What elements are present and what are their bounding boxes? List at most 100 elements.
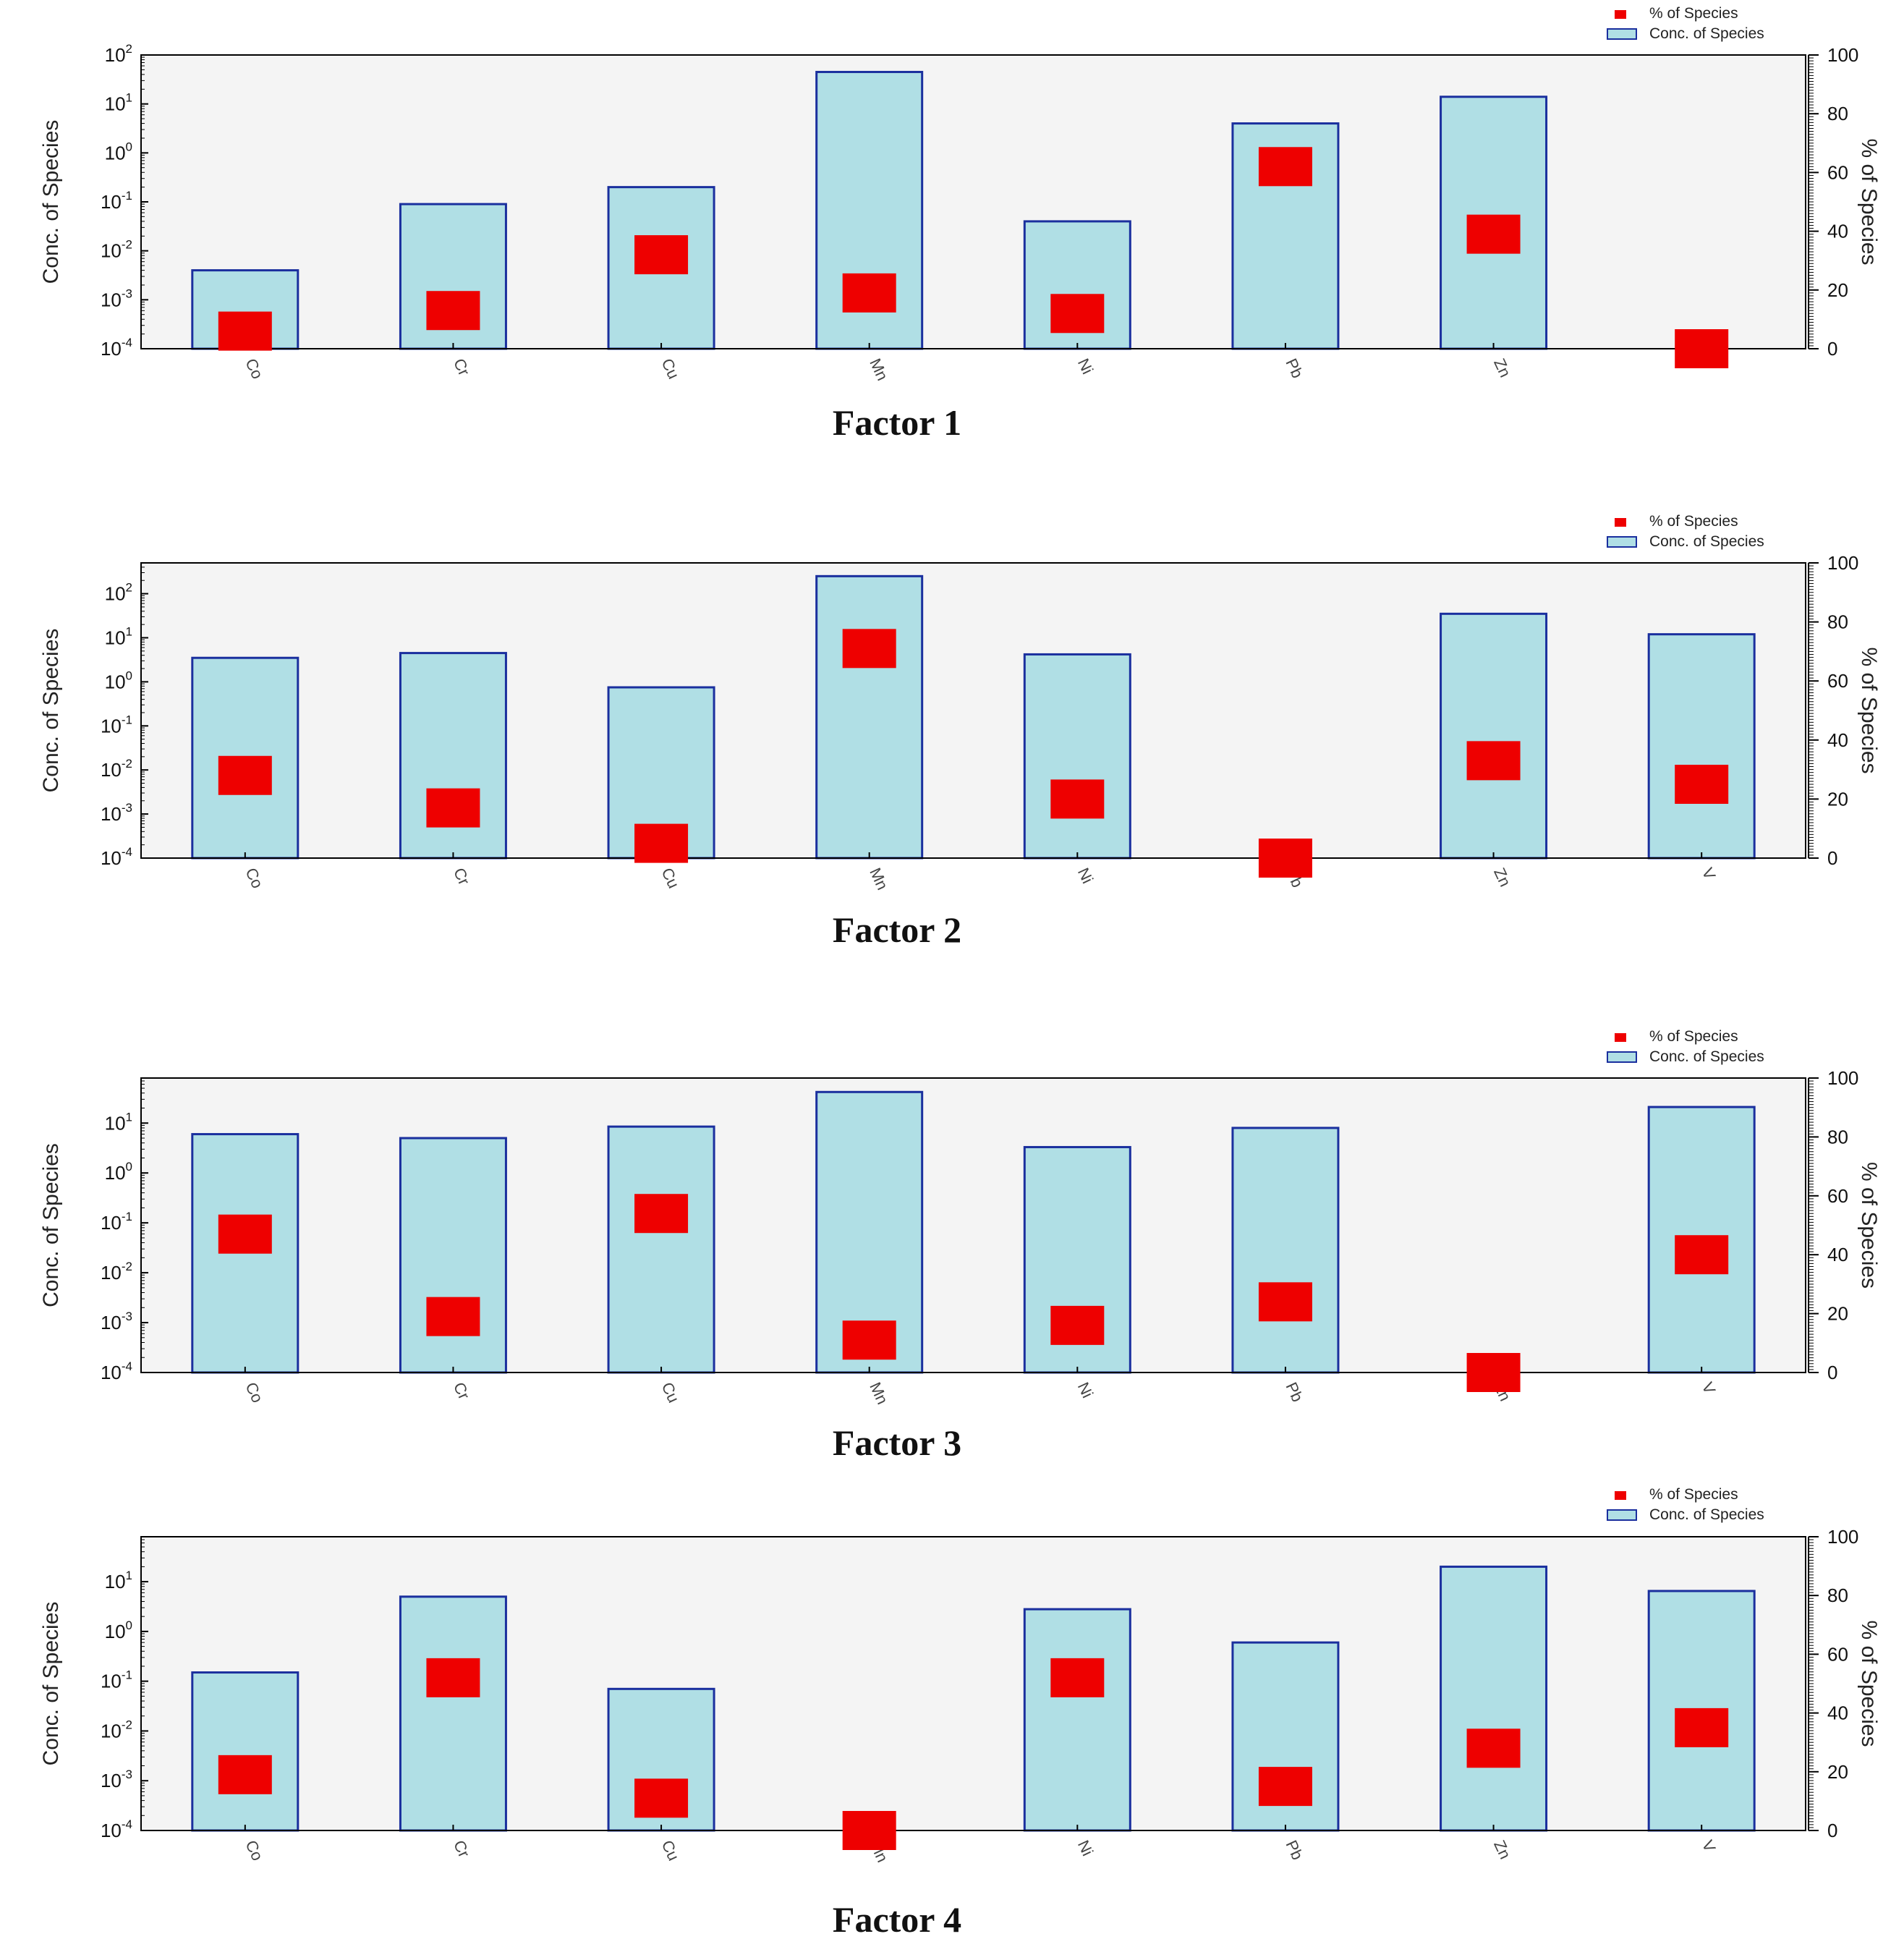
pct-marker [842, 273, 896, 313]
y-tick-label: 101 [105, 1110, 132, 1134]
conc-bar [191, 1671, 299, 1832]
conc-bar [399, 1595, 507, 1832]
legend-label: % of Species [1649, 1028, 1738, 1045]
pct-marker [426, 1658, 480, 1697]
pct-marker [634, 235, 689, 275]
conc-bar [1647, 633, 1756, 860]
y-tick-label: 10-4 [101, 845, 132, 869]
y-tick-label: 101 [105, 91, 132, 115]
category-label: Co [242, 356, 267, 382]
pct-marker [634, 1778, 689, 1818]
pct-marker [1258, 839, 1312, 878]
pct-marker [1258, 1282, 1312, 1322]
category-label: Ni [1074, 1380, 1097, 1401]
pct-marker [1675, 1707, 1729, 1747]
category-label: Cr [450, 865, 473, 888]
pct-marker [1050, 1305, 1105, 1345]
conc-bar [1440, 612, 1548, 860]
y-tick-label: 10-1 [101, 189, 132, 213]
category-label: Cr [450, 1380, 473, 1403]
category-label: Pb [1282, 1838, 1306, 1863]
y2-tick-label: 0 [1827, 1362, 1837, 1383]
y-tick-label: 10-1 [101, 1210, 132, 1234]
y2-tick-label: 0 [1827, 1820, 1837, 1841]
category-label: Pb [1282, 356, 1306, 381]
pct-marker [218, 755, 272, 795]
y2-tick-label: 80 [1827, 103, 1848, 124]
pct-marker [634, 1194, 689, 1234]
legend: % of Species Conc. of Species [1607, 1028, 1764, 1065]
y2-tick-label: 40 [1827, 1702, 1848, 1724]
legend: % of Species Conc. of Species [1607, 513, 1764, 550]
pct-marker [426, 291, 480, 331]
y2-tick-label: 60 [1827, 1185, 1848, 1207]
y-tick-label: 100 [105, 140, 132, 164]
pct-marker [634, 823, 689, 863]
factor-panel: 101 100 10-1 10-2 10-3 10-4 0 20 40 60 80 100 Co Cr Cu… [39, 1028, 1881, 1463]
y-axis-title: Conc. of Species [39, 1143, 63, 1307]
y-axis-title: Conc. of Species [39, 629, 63, 793]
pct-marker [842, 629, 896, 669]
y-tick-label: 10-4 [101, 1359, 132, 1383]
y2-tick-label: 0 [1827, 338, 1837, 360]
legend-label: Conc. of Species [1649, 1048, 1764, 1065]
pct-marker [218, 1214, 272, 1254]
y2-axis-title: % of Species [1857, 1162, 1881, 1289]
legend-bar-swatch [1607, 1509, 1637, 1521]
y2-tick-label: 20 [1827, 788, 1848, 810]
y2-tick-label: 20 [1827, 279, 1848, 301]
category-label: V [1699, 865, 1720, 883]
pct-marker [1675, 1235, 1729, 1275]
legend-marker-swatch [1615, 10, 1626, 19]
y2-axis-title: % of Species [1857, 647, 1881, 773]
y-tick-label: 10-4 [101, 336, 132, 360]
category-label: Cu [658, 356, 684, 382]
category-label: Co [242, 1838, 267, 1864]
category-label: Co [242, 1380, 267, 1406]
y2-tick-label: 80 [1827, 611, 1848, 633]
y-tick-label: 10-4 [101, 1817, 132, 1841]
legend-bar-swatch [1607, 28, 1637, 40]
pct-marker [842, 1811, 896, 1850]
legend-marker-swatch [1615, 1491, 1626, 1500]
pct-marker [1050, 294, 1105, 334]
plot-frame [140, 562, 1806, 859]
category-label: Mn [866, 865, 892, 893]
y-tick-label: 10-2 [101, 1260, 132, 1284]
pct-marker [1258, 147, 1312, 187]
legend-bar-swatch [1607, 1051, 1637, 1063]
conc-bar [1023, 653, 1131, 860]
y2-tick-label: 80 [1827, 1126, 1848, 1147]
y2-axis-title: % of Species [1857, 138, 1881, 265]
legend-label: Conc. of Species [1649, 1506, 1764, 1523]
y2-tick-label: 40 [1827, 221, 1848, 242]
conc-bar [1231, 1127, 1340, 1374]
category-label: Co [242, 865, 267, 891]
category-label: Cu [658, 865, 684, 891]
y-tick-label: 10-2 [101, 238, 132, 262]
y2-tick-label: 40 [1827, 1244, 1848, 1265]
category-label: Ni [1074, 356, 1097, 377]
pct-marker [1466, 214, 1521, 254]
category-label: Zn [1490, 1838, 1515, 1862]
y-axis-title: Conc. of Species [39, 1602, 63, 1766]
y-tick-label: 10-3 [101, 801, 132, 825]
factor-panel: 102 101 100 10-1 10-2 10-3 10-4 0 20 40 60 80 100 Co C… [39, 513, 1881, 950]
y-tick-label: 101 [105, 1569, 132, 1592]
legend-marker-swatch [1615, 1033, 1626, 1042]
y2-tick-label: 20 [1827, 1761, 1848, 1783]
category-label: Zn [1490, 356, 1515, 381]
plot-area [141, 1537, 1806, 1830]
y2-tick-label: 20 [1827, 1303, 1848, 1325]
category-label: Pb [1282, 1380, 1306, 1405]
y-tick-label: 10-1 [101, 713, 132, 737]
y-tick-label: 101 [105, 624, 132, 648]
legend-label: % of Species [1649, 5, 1738, 22]
category-label: Cr [450, 356, 473, 379]
factor-panel: 101 100 10-1 10-2 10-3 10-4 0 20 40 60 80 100 Co Cr Cu… [39, 1486, 1881, 1940]
category-label: Mn [866, 356, 892, 383]
pct-marker [1675, 765, 1729, 804]
pct-marker [842, 1320, 896, 1360]
conc-bar [399, 1137, 507, 1374]
category-label: V [1699, 1838, 1720, 1855]
